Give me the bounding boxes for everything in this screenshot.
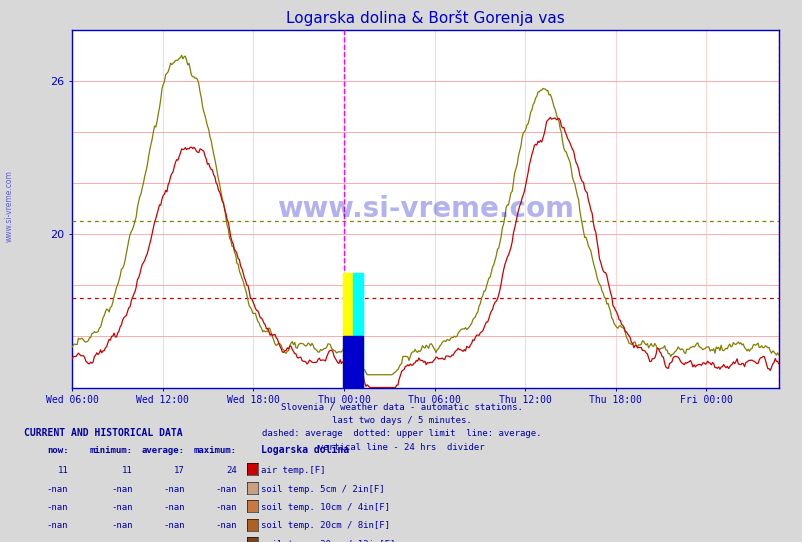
Text: -nan: -nan: [47, 540, 68, 542]
Text: now:: now:: [47, 446, 68, 455]
Text: maximum:: maximum:: [193, 446, 237, 455]
Text: -nan: -nan: [163, 485, 184, 494]
Text: www.si-vreme.com: www.si-vreme.com: [5, 170, 14, 242]
Text: -nan: -nan: [111, 485, 132, 494]
Text: vertical line - 24 hrs  divider: vertical line - 24 hrs divider: [318, 443, 484, 452]
Text: dashed: average  dotted: upper limit  line: average.: dashed: average dotted: upper limit line…: [261, 429, 541, 438]
Bar: [343, 273, 353, 388]
Bar: [343, 337, 363, 388]
Text: air temp.[F]: air temp.[F]: [261, 466, 325, 475]
Text: -nan: -nan: [215, 503, 237, 512]
Text: 17: 17: [174, 466, 184, 475]
Text: www.si-vreme.com: www.si-vreme.com: [277, 195, 573, 223]
Text: 11: 11: [122, 466, 132, 475]
Text: -nan: -nan: [47, 503, 68, 512]
Text: 11: 11: [58, 466, 68, 475]
Text: soil temp. 5cm / 2in[F]: soil temp. 5cm / 2in[F]: [261, 485, 384, 494]
Text: Logarska dolina: Logarska dolina: [261, 445, 349, 455]
Text: average:: average:: [141, 446, 184, 455]
Text: -nan: -nan: [215, 540, 237, 542]
Text: CURRENT AND HISTORICAL DATA: CURRENT AND HISTORICAL DATA: [24, 428, 183, 438]
Text: -nan: -nan: [215, 485, 237, 494]
Text: -nan: -nan: [111, 540, 132, 542]
Text: -nan: -nan: [111, 503, 132, 512]
Text: soil temp. 10cm / 4in[F]: soil temp. 10cm / 4in[F]: [261, 503, 390, 512]
Text: -nan: -nan: [47, 485, 68, 494]
Text: minimum:: minimum:: [89, 446, 132, 455]
Text: soil temp. 20cm / 8in[F]: soil temp. 20cm / 8in[F]: [261, 521, 390, 531]
Bar: [353, 273, 363, 388]
Text: -nan: -nan: [163, 521, 184, 531]
Text: -nan: -nan: [47, 521, 68, 531]
Text: -nan: -nan: [111, 521, 132, 531]
Text: -nan: -nan: [163, 503, 184, 512]
Text: 24: 24: [226, 466, 237, 475]
Text: -nan: -nan: [163, 540, 184, 542]
Title: Logarska dolina & Boršt Gorenja vas: Logarska dolina & Boršt Gorenja vas: [286, 10, 565, 26]
Text: -nan: -nan: [215, 521, 237, 531]
Text: Slovenia / weather data - automatic stations.: Slovenia / weather data - automatic stat…: [280, 402, 522, 411]
Text: last two days / 5 minutes.: last two days / 5 minutes.: [331, 416, 471, 425]
Text: soil temp. 30cm / 12in[F]: soil temp. 30cm / 12in[F]: [261, 540, 395, 542]
